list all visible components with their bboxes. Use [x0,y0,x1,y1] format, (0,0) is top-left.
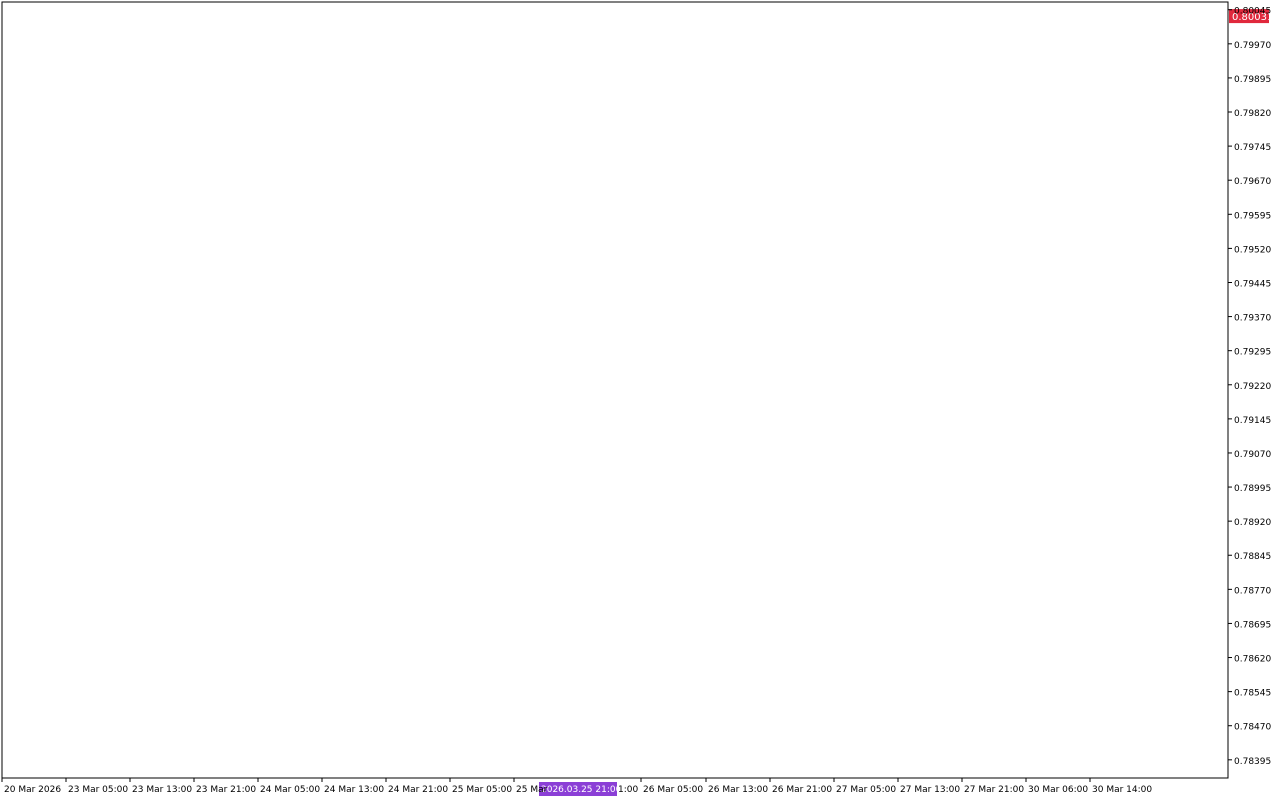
x-tick-label: 27 Mar 21:00 [964,785,1024,795]
x-tick-label: 24 Mar 21:00 [388,785,448,795]
x-tick-label-suffix: 1:00 [618,785,638,795]
x-tick-label: 30 Mar 14:00 [1092,785,1152,795]
y-tick-label: 0.79745 [1234,143,1271,153]
x-tick-label: 27 Mar 05:00 [836,785,896,795]
vertical-marker-label: 2026.03.25 21:00 [541,785,622,795]
y-tick-label: 0.78770 [1234,586,1271,596]
x-tick-label: 25 Mar [516,785,548,795]
x-tick-label: 30 Mar 06:00 [1028,785,1088,795]
y-tick-label: 0.79895 [1234,75,1271,85]
current-price-label: 0.80031 [1232,12,1273,23]
x-tick-label: 26 Mar 05:00 [643,785,703,795]
x-tick-label: 25 Mar 05:00 [452,785,512,795]
x-tick-label: 26 Mar 13:00 [708,785,768,795]
y-tick-label: 0.78620 [1234,655,1271,665]
x-tick-label: 23 Mar 21:00 [196,785,256,795]
x-tick-label: 24 Mar 05:00 [260,785,320,795]
y-tick-label: 0.78920 [1234,518,1271,528]
y-tick-label: 0.78545 [1234,689,1271,699]
y-tick-label: 0.79820 [1234,109,1271,119]
y-tick-label: 0.79370 [1234,314,1271,324]
y-tick-label: 0.78845 [1234,552,1271,562]
y-tick-label: 0.79595 [1234,211,1271,221]
y-tick-label: 0.79670 [1234,177,1271,187]
y-tick-label: 0.78995 [1234,484,1271,494]
x-tick-label: 26 Mar 21:00 [772,785,832,795]
y-tick-label: 0.79970 [1234,41,1271,51]
x-tick-label: 20 Mar 2026 [4,785,61,795]
axes: 0.80045 0.79970 0.79895 0.79820 0.79745 0.796… [1,1,1271,795]
y-tick-label: 0.79220 [1234,382,1271,392]
x-tick-label: 23 Mar 13:00 [132,785,192,795]
x-tick-label: 23 Mar 05:00 [68,785,128,795]
current-price-label-bg [1229,9,1269,24]
plot-frame [1,1,1229,779]
y-tick-label: 0.78470 [1234,723,1271,733]
x-tick-label: 24 Mar 13:00 [324,785,384,795]
y-tick-label: 0.78395 [1234,757,1271,767]
y-tick-label: 0.79070 [1234,450,1271,460]
y-tick-label: 0.79295 [1234,348,1271,358]
y-tick-label: 0.79445 [1234,279,1271,289]
vertical-marker-label-bg [539,782,617,796]
y-tick-label: 0.78695 [1234,620,1271,630]
x-tick-label: 27 Mar 13:00 [900,785,960,795]
y-tick-label: 0.79520 [1234,245,1271,255]
y-tick-label: 0.79145 [1234,416,1271,426]
y-tick-label: 0.80045 [1234,7,1271,17]
